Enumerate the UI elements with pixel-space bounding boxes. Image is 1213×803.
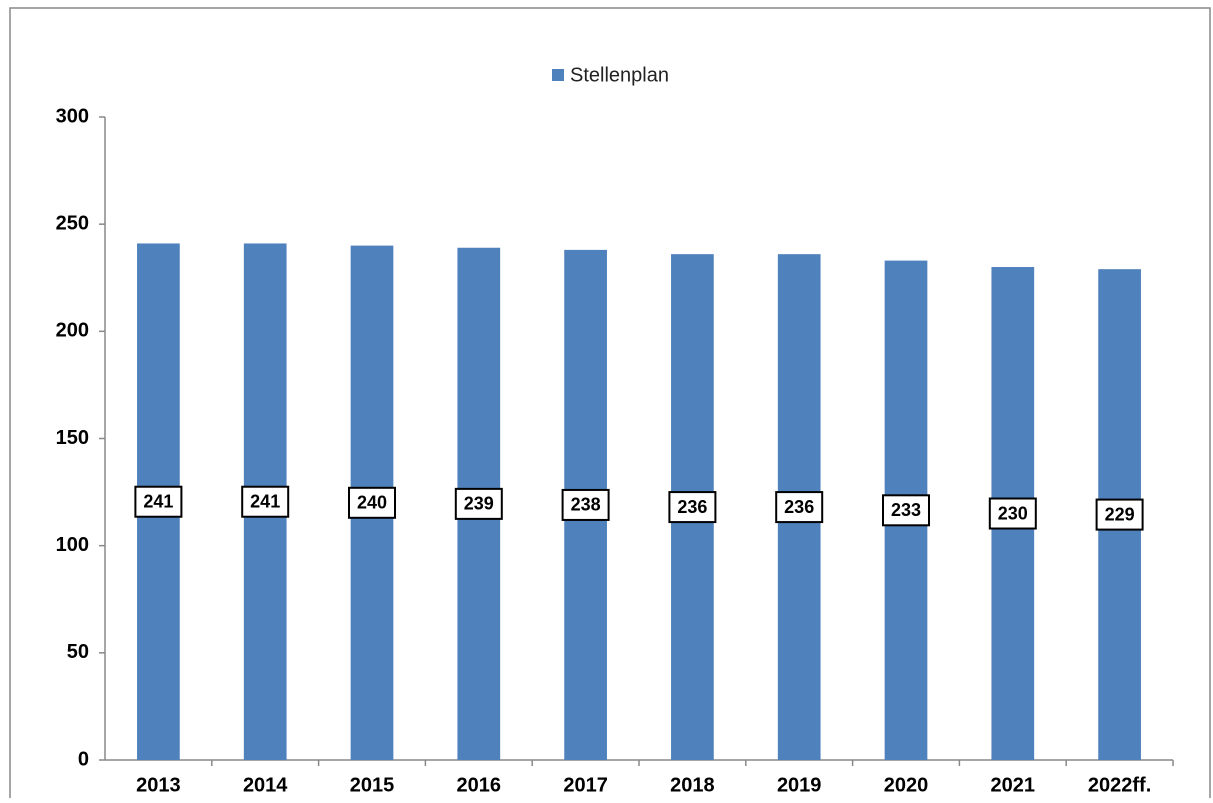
x-tick-label: 2015 [350,774,395,796]
data-label-box [454,487,503,520]
y-tick-label: 0 [78,748,89,770]
data-label: 238 [571,495,601,515]
data-label-box [1095,498,1144,531]
x-tick-label: 2020 [884,774,929,796]
data-label-box [668,491,717,524]
y-tick-label: 200 [56,320,89,342]
x-tick-label: 2021 [991,774,1036,796]
y-tick-label: 50 [67,641,89,663]
data-label-box [241,485,290,518]
y-tick-label: 100 [56,534,89,556]
x-tick-label: 2013 [136,774,181,796]
data-label-box [775,491,824,524]
data-label: 229 [1105,504,1135,524]
x-tick-label: 2018 [670,774,715,796]
data-label-box [988,497,1037,530]
data-label: 236 [677,497,707,517]
data-label-box [134,485,183,518]
y-tick-label: 300 [56,105,89,127]
x-tick-label: 2016 [457,774,502,796]
x-tick-label: 2017 [563,774,608,796]
data-label: 241 [250,491,280,511]
legend-label: Stellenplan [570,64,669,86]
y-tick-label: 150 [56,427,89,449]
data-label: 240 [357,493,387,513]
x-tick-label: 2019 [777,774,822,796]
data-label: 233 [891,500,921,520]
y-tick-label: 250 [56,212,89,234]
data-label-box [348,486,396,519]
data-label-box [561,488,610,521]
data-label: 239 [464,494,494,514]
x-tick-label: 2014 [243,774,288,796]
legend-swatch [552,69,564,81]
data-label: 236 [784,497,814,517]
data-label: 241 [143,491,173,511]
data-label-box [882,494,930,527]
data-label: 230 [998,503,1028,523]
x-tick-label: 2022ff. [1088,774,1151,796]
